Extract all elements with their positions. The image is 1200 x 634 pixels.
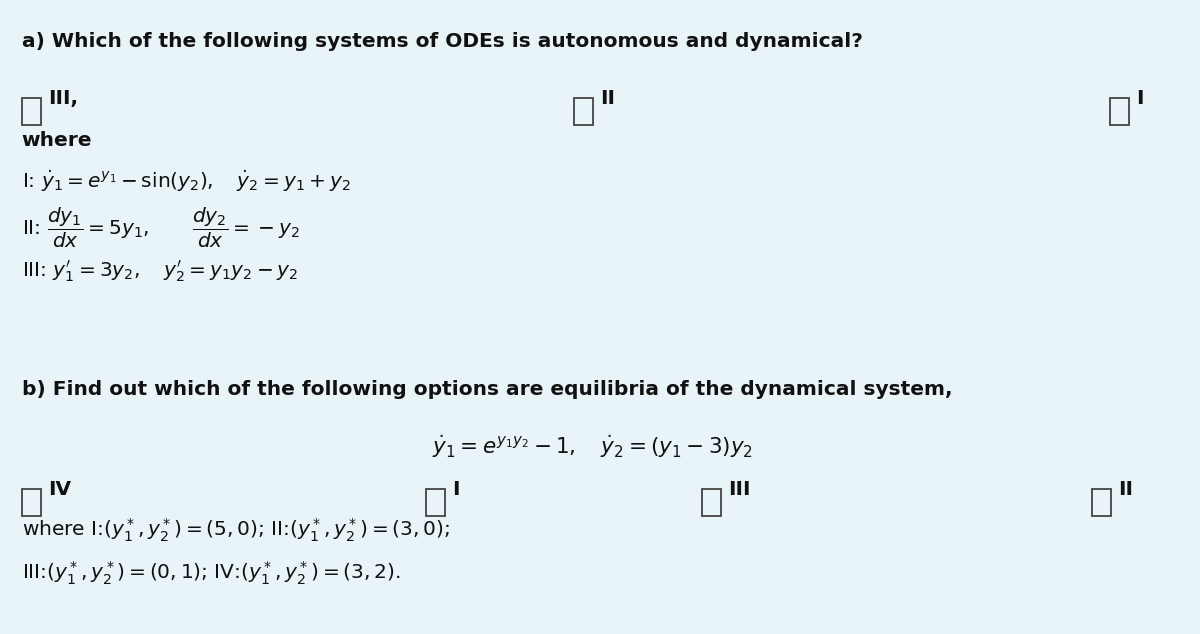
Text: III: $y_1' = 3y_2,\quad y_2' = y_1 y_2 - y_2$: III: $y_1' = 3y_2,\quad y_2' = y_1 y_2 -…: [22, 259, 298, 284]
Text: IV: IV: [48, 480, 71, 499]
Bar: [1110, 98, 1129, 125]
Text: where: where: [22, 131, 92, 150]
Text: III: III: [728, 480, 751, 499]
Bar: [22, 98, 41, 125]
Text: I: I: [1136, 89, 1144, 108]
Text: III:$(y_1^*, y_2^*) = (0, 1)$; IV:$(y_1^*, y_2^*) = (3, 2)$.: III:$(y_1^*, y_2^*) = (0, 1)$; IV:$(y_1^…: [22, 560, 401, 588]
Text: III,: III,: [48, 89, 78, 108]
Text: b) Find out which of the following options are equilibria of the dynamical syste: b) Find out which of the following optio…: [22, 380, 952, 399]
Text: where I:$(y_1^*, y_2^*) = (5, 0)$; II:$(y_1^*, y_2^*) = (3, 0)$;: where I:$(y_1^*, y_2^*) = (5, 0)$; II:$(…: [22, 517, 450, 545]
Bar: [22, 489, 41, 516]
Bar: [1092, 489, 1111, 516]
Text: II: II: [600, 89, 616, 108]
Text: I: I: [452, 480, 460, 499]
Text: I: $\dot{y}_1 = e^{y_1} - \sin(y_2),\quad \dot{y}_2 = y_1 + y_2$: I: $\dot{y}_1 = e^{y_1} - \sin(y_2),\qua…: [22, 168, 350, 193]
Bar: [574, 98, 593, 125]
Bar: [702, 489, 721, 516]
Text: a) Which of the following systems of ODEs is autonomous and dynamical?: a) Which of the following systems of ODE…: [22, 32, 863, 51]
Text: $\dot{y}_1 = e^{y_1 y_2} - 1,\quad \dot{y}_2 = (y_1 - 3)y_2$: $\dot{y}_1 = e^{y_1 y_2} - 1,\quad \dot{…: [432, 434, 754, 460]
Text: II: II: [1118, 480, 1134, 499]
Bar: [426, 489, 445, 516]
Text: II: $\dfrac{dy_1}{dx} = 5y_1,\qquad \dfrac{dy_2}{dx} = -y_2$: II: $\dfrac{dy_1}{dx} = 5y_1,\qquad \dfr…: [22, 206, 299, 250]
